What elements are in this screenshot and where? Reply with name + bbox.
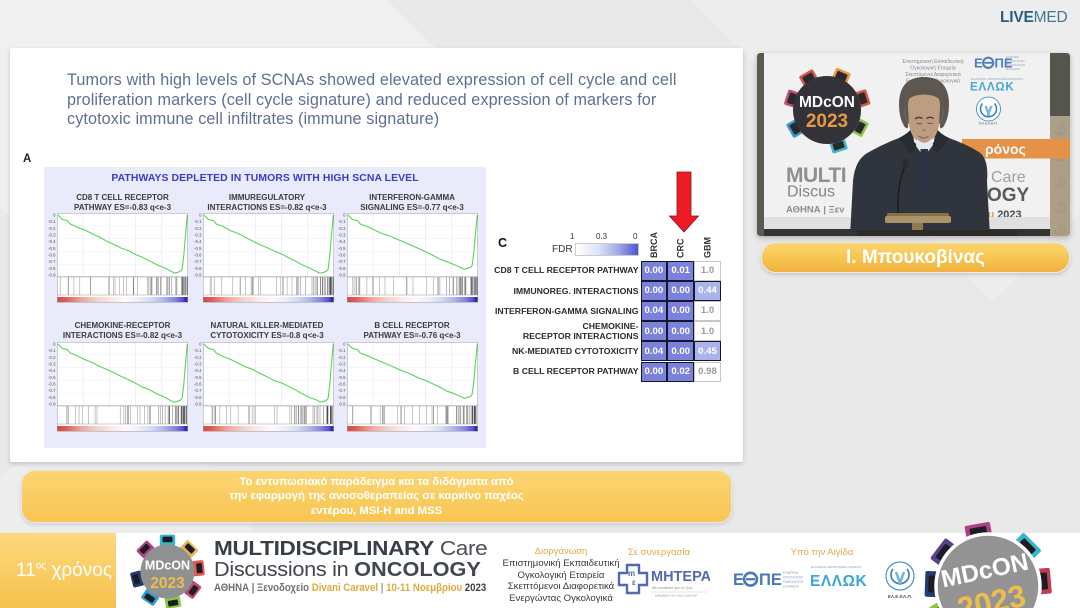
svg-text:-0.9: -0.9 [194, 273, 202, 278]
svg-text:-0.9: -0.9 [338, 402, 346, 407]
svg-text:-0.4: -0.4 [194, 368, 202, 373]
svg-text:m: m [628, 569, 635, 578]
svg-text:-0.4: -0.4 [194, 239, 202, 244]
svg-text:-0.8: -0.8 [48, 395, 56, 400]
svg-text:ΠE: ΠE [995, 56, 1013, 71]
svg-text:-0.8: -0.8 [194, 395, 202, 400]
svg-text:0: 0 [343, 213, 346, 218]
svg-text:Care: Care [991, 169, 1026, 186]
svg-text:ΟΓΚΟΛΟΓΩΝ: ΟΓΚΟΛΟΓΩΝ [1006, 59, 1025, 63]
svg-text:ΕΛΛΑΔΟΣ: ΕΛΛΑΔΟΣ [1006, 67, 1020, 71]
svg-text:-0.5: -0.5 [48, 246, 56, 251]
svg-text:ΠΑΘΟΛΟΓΩΝ: ΠΑΘΟΛΟΓΩΝ [1006, 63, 1025, 67]
svg-text:-0.8: -0.8 [194, 266, 202, 271]
svg-text:-0.6: -0.6 [48, 253, 56, 258]
svg-text:-0.2: -0.2 [48, 226, 56, 231]
svg-text:-0.2: -0.2 [48, 355, 56, 360]
svg-text:-0.7: -0.7 [338, 388, 346, 393]
svg-text:-0.8: -0.8 [338, 395, 346, 400]
svg-text:Discus: Discus [787, 184, 835, 201]
svg-text:Μη σταθείτε για τη ζωή: Μη σταθείτε για τη ζωή [652, 585, 692, 590]
svg-text:ΕΤΑΙΡΕΙΑ: ΕΤΑΙΡΕΙΑ [1006, 55, 1019, 59]
svg-text:-0.5: -0.5 [194, 375, 202, 380]
svg-text:-0.2: -0.2 [194, 355, 202, 360]
svg-text:E: E [974, 56, 983, 71]
svg-text:-0.3: -0.3 [194, 233, 202, 238]
svg-text:-0.3: -0.3 [194, 362, 202, 367]
svg-text:ΠE: ΠE [759, 571, 782, 589]
svg-text:MDcON: MDcON [144, 558, 189, 572]
svg-text:-0.3: -0.3 [48, 233, 56, 238]
svg-text:Επιστημονική Εκπαιδευτική: Επιστημονική Εκπαιδευτική [902, 58, 963, 65]
svg-text:-0.2: -0.2 [194, 226, 202, 231]
svg-text:-0.4: -0.4 [48, 368, 56, 373]
svg-text:-0.1: -0.1 [48, 219, 56, 224]
svg-text:-0.9: -0.9 [48, 402, 56, 407]
svg-text:-0.8: -0.8 [338, 266, 346, 271]
svg-text:MULTI: MULTI [786, 164, 846, 187]
svg-text:-0.2: -0.2 [338, 226, 346, 231]
svg-text:-0.1: -0.1 [338, 219, 346, 224]
svg-text:2023: 2023 [806, 111, 848, 132]
svg-text:ΕΛΛΩΚ: ΕΛΛΩΚ [970, 82, 1015, 94]
svg-text:-0.3: -0.3 [338, 233, 346, 238]
svg-text:ΑΘΗΝΑ | Ξεν: ΑΘΗΝΑ | Ξεν [786, 205, 844, 216]
svg-text:ρόνος: ρόνος [985, 141, 1026, 157]
svg-text:-0.9: -0.9 [338, 273, 346, 278]
svg-text:MDcON: MDcON [799, 94, 855, 111]
svg-text:BRCA: BRCA [649, 232, 659, 258]
svg-text:-0.1: -0.1 [194, 348, 202, 353]
svg-text:-0.6: -0.6 [48, 382, 56, 387]
svg-text:0: 0 [199, 213, 202, 218]
svg-text:-0.3: -0.3 [48, 362, 56, 367]
svg-text:ΕΛΛΩΚ: ΕΛΛΩΚ [810, 573, 867, 590]
svg-text:ΕΛΛΑΔΟΣ: ΕΛΛΑΔΟΣ [783, 585, 799, 589]
svg-text:-0.6: -0.6 [338, 253, 346, 258]
svg-text:ε: ε [632, 578, 636, 587]
svg-text:ΜΗΤΕΡΑ: ΜΗΤΕΡΑ [651, 569, 710, 585]
svg-text:ΕΤΑΙΡΕΙΑ: ΕΤΑΙΡΕΙΑ [783, 571, 799, 575]
svg-text:OGY: OGY [987, 185, 1030, 206]
svg-text:0: 0 [53, 213, 56, 218]
svg-text:-0.1: -0.1 [48, 348, 56, 353]
svg-text:ΕΛΛΗΝΙΚΗ ΟΜΟΣΠΟΝΔΙΑ ΚΑΡΚΙΝΟΥ: ΕΛΛΗΝΙΚΗ ΟΜΟΣΠΟΝΔΙΑ ΚΑΡΚΙΝΟΥ [811, 565, 862, 569]
svg-text:-0.6: -0.6 [338, 382, 346, 387]
svg-text:-0.7: -0.7 [194, 259, 202, 264]
svg-text:ΠΑΘΟΛΟΓΩΝ: ΠΑΘΟΛΟΓΩΝ [783, 580, 803, 584]
svg-text:MEMBER OF HHG GROUP: MEMBER OF HHG GROUP [655, 594, 698, 598]
svg-text:-0.5: -0.5 [48, 375, 56, 380]
svg-text:-0.6: -0.6 [194, 382, 202, 387]
svg-text:2023: 2023 [150, 575, 185, 592]
svg-text:ΟΓΚΟΛΟΓΩΝ: ΟΓΚΟΛΟΓΩΝ [783, 576, 803, 580]
svg-text:-0.7: -0.7 [48, 259, 56, 264]
svg-text:-0.7: -0.7 [48, 388, 56, 393]
svg-text:-0.7: -0.7 [194, 388, 202, 393]
svg-text:-0.5: -0.5 [338, 375, 346, 380]
svg-text:Ογκολογική Εταιρεία: Ογκολογική Εταιρεία [910, 65, 955, 72]
svg-text:0: 0 [343, 342, 346, 347]
svg-text:0: 0 [199, 342, 202, 347]
svg-text:ΕΛ.Ε.ΚΑ.Π.: ΕΛ.Ε.ΚΑ.Π. [888, 594, 912, 599]
svg-text:-0.1: -0.1 [338, 348, 346, 353]
svg-text:E: E [733, 571, 744, 589]
svg-text:Σκεπτόμενοι Διαφορετικά: Σκεπτόμενοι Διαφορετικά [905, 71, 961, 78]
svg-text:-0.2: -0.2 [338, 355, 346, 360]
svg-text:-0.5: -0.5 [194, 246, 202, 251]
svg-text:-0.8: -0.8 [48, 266, 56, 271]
svg-text:-0.5: -0.5 [338, 246, 346, 251]
svg-text:-0.6: -0.6 [194, 253, 202, 258]
svg-text:-0.9: -0.9 [194, 402, 202, 407]
svg-text:-0.4: -0.4 [338, 368, 346, 373]
svg-text:-0.4: -0.4 [338, 239, 346, 244]
svg-text:-0.7: -0.7 [338, 259, 346, 264]
svg-text:GBM: GBM [703, 237, 713, 258]
svg-text:-0.4: -0.4 [48, 239, 56, 244]
svg-text:CRC: CRC [676, 238, 686, 258]
svg-text:0: 0 [53, 342, 56, 347]
svg-text:-0.1: -0.1 [194, 219, 202, 224]
svg-text:ΕΛΛΗΝΙΚΗ ΟΜΟΣΠΟΝΔΙΑ ΚΑΡΚΙΝΟΥ: ΕΛΛΗΝΙΚΗ ΟΜΟΣΠΟΝΔΙΑ ΚΑΡΚΙΝΟΥ [971, 77, 1024, 81]
svg-text:ΕΛ.Ε.ΚΑ.Π.: ΕΛ.Ε.ΚΑ.Π. [979, 122, 998, 126]
svg-text:-0.3: -0.3 [338, 362, 346, 367]
svg-text:-0.9: -0.9 [48, 273, 56, 278]
